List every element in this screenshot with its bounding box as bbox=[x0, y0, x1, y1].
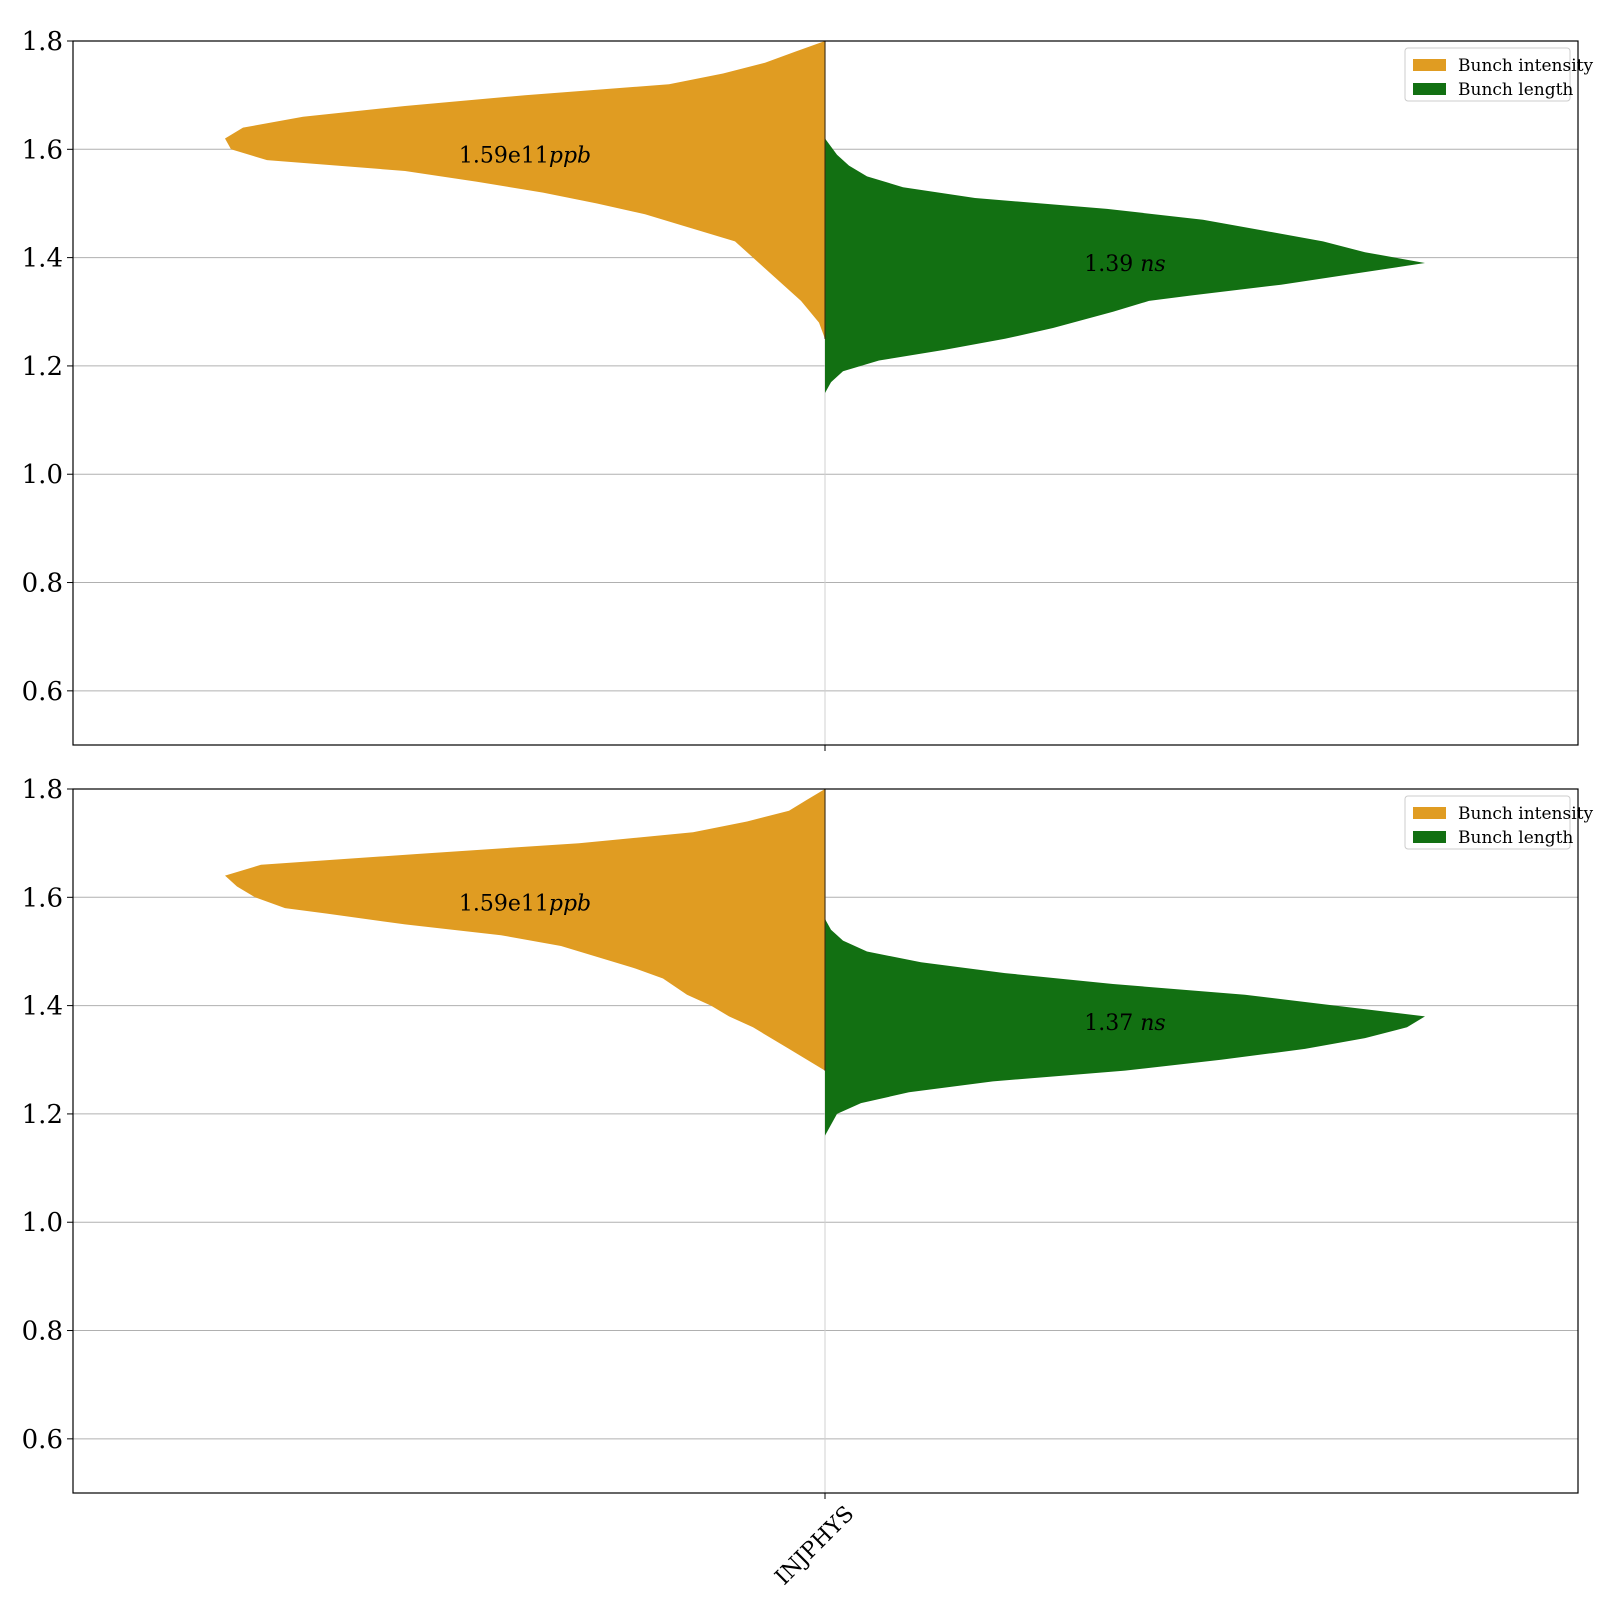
annotation-unit: ppb bbox=[549, 144, 591, 169]
y-tick-label: 1.2 bbox=[22, 1100, 63, 1130]
x-tick-label: INJPHYS bbox=[771, 1502, 860, 1591]
annotation-space bbox=[1133, 1011, 1140, 1036]
annotation-value: 1.39 bbox=[1084, 252, 1133, 277]
annotation-intensity: 1.59e11ppb bbox=[459, 892, 591, 917]
y-tick-label: 1.8 bbox=[22, 27, 63, 57]
y-tick-label: 1.6 bbox=[22, 883, 63, 913]
legend-label: Bunch intensity bbox=[1458, 804, 1593, 824]
legend-label: Bunch length bbox=[1458, 80, 1573, 100]
violin-intensity bbox=[225, 789, 825, 1071]
y-tick-label: 1.0 bbox=[22, 460, 63, 490]
chart-panel-2: 1.59e11ppb 1.37 ns 0.6 0.8 1.0 1.2 1.4 1.6 1.8 IN… bbox=[22, 775, 1594, 1590]
annotation-exp: e11 bbox=[508, 892, 549, 917]
violin-intensity bbox=[225, 41, 825, 339]
violin-length bbox=[825, 138, 1425, 393]
legend-frame bbox=[1404, 795, 1571, 850]
y-tick-label: 0.8 bbox=[22, 1317, 63, 1347]
annotation-value: 1.59 bbox=[459, 892, 508, 917]
legend-label: Bunch length bbox=[1458, 828, 1573, 848]
annotation-space bbox=[1133, 252, 1140, 277]
annotation-value: 1.59 bbox=[459, 144, 508, 169]
annotation-unit: ns bbox=[1140, 1011, 1165, 1036]
legend-swatch bbox=[1413, 59, 1446, 71]
y-tick-label: 0.8 bbox=[22, 569, 63, 599]
y-tick-label: 0.6 bbox=[22, 1425, 63, 1455]
y-tick-label: 1.8 bbox=[22, 775, 63, 805]
legend: Bunch intensity Bunch length bbox=[1404, 795, 1593, 850]
annotation-length: 1.39 ns bbox=[1084, 252, 1165, 277]
legend-swatch bbox=[1413, 807, 1446, 819]
legend-frame bbox=[1404, 47, 1571, 102]
y-tick-label: 1.4 bbox=[22, 992, 63, 1022]
legend-swatch bbox=[1413, 831, 1446, 843]
annotation-length: 1.37 ns bbox=[1084, 1011, 1165, 1036]
legend-label: Bunch intensity bbox=[1458, 56, 1593, 76]
legend: Bunch intensity Bunch length bbox=[1404, 47, 1593, 102]
chart-panel-1: 1.59e11ppb 1.39 ns 0.6 0.8 1.0 1.2 1.4 1.6 1.8 Bu… bbox=[22, 27, 1593, 751]
annotation-exp: e11 bbox=[508, 144, 549, 169]
y-tick-label: 1.6 bbox=[22, 135, 63, 165]
annotation-intensity: 1.59e11ppb bbox=[459, 144, 591, 169]
annotation-unit: ns bbox=[1140, 252, 1165, 277]
annotation-value: 1.37 bbox=[1084, 1011, 1133, 1036]
violin-length bbox=[825, 918, 1425, 1136]
y-tick-label: 0.6 bbox=[22, 677, 63, 707]
legend-swatch bbox=[1413, 83, 1446, 95]
y-tick-label: 1.0 bbox=[22, 1208, 63, 1238]
annotation-unit: ppb bbox=[549, 892, 591, 917]
y-tick-label: 1.2 bbox=[22, 352, 63, 382]
y-tick-label: 1.4 bbox=[22, 244, 63, 274]
